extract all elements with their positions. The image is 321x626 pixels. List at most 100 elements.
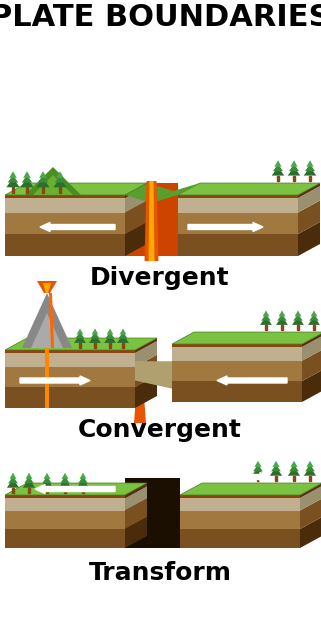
Polygon shape: [270, 467, 282, 476]
Polygon shape: [300, 517, 321, 548]
Polygon shape: [24, 476, 34, 483]
Polygon shape: [302, 332, 321, 347]
Polygon shape: [305, 464, 315, 471]
Bar: [26, 187, 29, 193]
Bar: [309, 476, 311, 481]
Polygon shape: [56, 171, 64, 178]
Polygon shape: [311, 310, 317, 316]
Polygon shape: [5, 483, 147, 495]
Polygon shape: [118, 332, 128, 339]
Bar: [46, 488, 48, 493]
Polygon shape: [298, 186, 320, 212]
Polygon shape: [43, 283, 51, 293]
Polygon shape: [288, 467, 300, 476]
Polygon shape: [178, 183, 320, 195]
Polygon shape: [53, 178, 67, 187]
Polygon shape: [180, 495, 300, 498]
Polygon shape: [276, 316, 288, 325]
Bar: [309, 176, 311, 181]
Polygon shape: [5, 198, 125, 212]
Polygon shape: [302, 349, 321, 381]
Polygon shape: [255, 461, 262, 467]
Polygon shape: [5, 234, 125, 256]
Polygon shape: [33, 175, 73, 195]
Polygon shape: [295, 310, 301, 316]
Polygon shape: [25, 473, 32, 479]
Bar: [293, 176, 295, 181]
Polygon shape: [178, 212, 298, 234]
Bar: [275, 476, 277, 481]
Bar: [12, 187, 14, 193]
Polygon shape: [80, 473, 87, 479]
Polygon shape: [105, 332, 115, 339]
Polygon shape: [291, 160, 298, 167]
FancyArrow shape: [217, 376, 287, 385]
Polygon shape: [7, 479, 19, 488]
Bar: [297, 325, 299, 330]
Bar: [293, 476, 295, 481]
Polygon shape: [288, 167, 300, 176]
Text: Convergent: Convergent: [78, 418, 242, 442]
Polygon shape: [125, 486, 147, 510]
Polygon shape: [135, 375, 157, 408]
Polygon shape: [77, 329, 83, 334]
Polygon shape: [307, 160, 314, 167]
Polygon shape: [5, 212, 125, 234]
Text: Transform: Transform: [89, 561, 231, 585]
Polygon shape: [20, 178, 34, 187]
Polygon shape: [25, 167, 81, 195]
Polygon shape: [300, 498, 321, 529]
Polygon shape: [8, 476, 18, 483]
Polygon shape: [78, 476, 88, 483]
FancyArrow shape: [188, 222, 263, 232]
Polygon shape: [41, 479, 53, 488]
Polygon shape: [10, 473, 16, 479]
Bar: [281, 325, 283, 330]
Polygon shape: [5, 353, 135, 367]
Polygon shape: [125, 498, 147, 529]
Polygon shape: [298, 183, 320, 198]
Polygon shape: [8, 175, 18, 183]
Polygon shape: [31, 313, 63, 348]
Polygon shape: [172, 332, 321, 344]
Polygon shape: [135, 341, 157, 367]
Polygon shape: [279, 310, 285, 316]
Polygon shape: [152, 183, 200, 203]
Polygon shape: [149, 181, 154, 261]
Polygon shape: [273, 164, 283, 171]
Polygon shape: [107, 329, 113, 334]
Polygon shape: [5, 495, 125, 498]
Polygon shape: [272, 167, 284, 176]
Polygon shape: [305, 164, 315, 171]
Polygon shape: [9, 171, 17, 178]
Polygon shape: [172, 361, 302, 381]
Polygon shape: [125, 478, 180, 548]
Polygon shape: [62, 473, 68, 479]
Polygon shape: [300, 483, 321, 498]
Polygon shape: [37, 281, 57, 293]
Polygon shape: [90, 332, 100, 339]
Polygon shape: [135, 355, 157, 387]
Polygon shape: [117, 334, 129, 343]
Polygon shape: [22, 175, 32, 183]
FancyArrow shape: [20, 376, 90, 385]
Polygon shape: [271, 464, 281, 471]
Polygon shape: [125, 183, 147, 198]
Polygon shape: [45, 348, 49, 408]
Polygon shape: [289, 164, 299, 171]
Polygon shape: [6, 178, 20, 187]
FancyArrow shape: [40, 222, 115, 232]
Polygon shape: [172, 347, 302, 361]
Polygon shape: [5, 529, 125, 548]
Polygon shape: [180, 529, 300, 548]
Polygon shape: [308, 316, 320, 325]
Polygon shape: [309, 314, 319, 321]
Polygon shape: [55, 175, 65, 183]
Polygon shape: [277, 314, 287, 321]
Polygon shape: [77, 479, 89, 488]
Bar: [277, 176, 279, 181]
Bar: [58, 187, 61, 193]
Polygon shape: [125, 517, 147, 548]
Bar: [122, 343, 124, 348]
Polygon shape: [22, 293, 72, 348]
